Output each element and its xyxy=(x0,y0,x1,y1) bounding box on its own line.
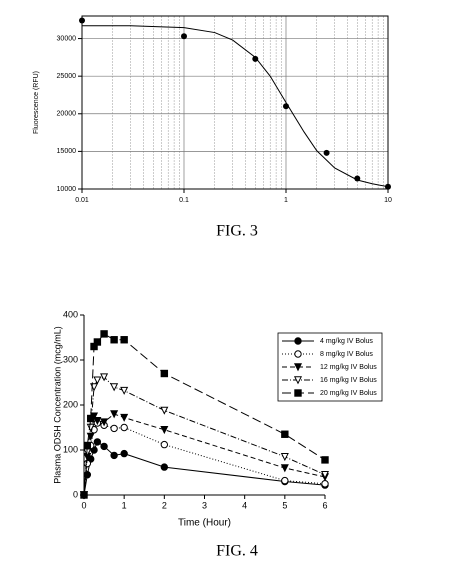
marker xyxy=(83,441,92,450)
marker xyxy=(120,449,128,458)
marker xyxy=(280,453,289,462)
marker xyxy=(110,410,119,419)
series-line xyxy=(83,333,326,496)
x-tick-label: 1 xyxy=(284,197,288,204)
plot-frame xyxy=(81,15,389,190)
x-tick-label: 0 xyxy=(81,500,86,510)
marker xyxy=(294,337,302,345)
marker xyxy=(120,336,128,344)
marker xyxy=(321,480,329,488)
y-tick-label: 15000 xyxy=(57,148,77,155)
marker xyxy=(120,386,129,395)
marker xyxy=(110,451,118,460)
legend-label: 4 mg/kg IV Bolus xyxy=(320,338,373,345)
marker xyxy=(93,376,102,385)
marker xyxy=(87,414,95,423)
legend-label: 8 mg/kg IV Bolus xyxy=(320,351,373,358)
data-point xyxy=(354,175,361,182)
marker xyxy=(120,413,129,422)
marker xyxy=(321,456,329,464)
series-line xyxy=(83,441,326,496)
x-tick-label: 1 xyxy=(122,500,127,510)
data-point xyxy=(181,33,187,40)
marker xyxy=(160,463,169,471)
legend-label: 12 mg/kg IV Bolus xyxy=(320,364,377,371)
marker xyxy=(293,376,303,385)
y-tick-label: 200 xyxy=(63,399,78,409)
x-tick-label: 4 xyxy=(242,500,247,510)
y-tick-label: 0 xyxy=(73,489,78,499)
x-axis-label: Time (Hour) xyxy=(178,518,231,529)
legend-label: 20 mg/kg IV Bolus xyxy=(320,390,377,397)
marker xyxy=(100,373,109,382)
marker xyxy=(280,464,289,473)
data-point xyxy=(252,55,259,62)
marker xyxy=(93,338,102,346)
fit-curve xyxy=(82,25,389,188)
y-tick-label: 30000 xyxy=(57,35,77,42)
x-tick-label: 5 xyxy=(282,500,287,510)
marker xyxy=(93,438,102,446)
legend-label: 16 mg/kg IV Bolus xyxy=(320,377,377,384)
marker xyxy=(110,383,119,392)
y-tick-label: 25000 xyxy=(57,73,77,80)
marker xyxy=(320,471,330,480)
marker xyxy=(110,336,118,344)
y-tick-label: 300 xyxy=(63,354,78,364)
marker xyxy=(160,406,169,415)
data-point xyxy=(323,149,330,156)
data-point xyxy=(385,183,391,190)
x-tick-label: 10 xyxy=(384,197,392,204)
y-tick-label: 100 xyxy=(63,444,78,454)
y-axis-label: Fluorescence (RFU) xyxy=(33,71,40,134)
x-tick-label: 0.1 xyxy=(179,197,189,204)
marker xyxy=(93,417,102,426)
y-tick-label: 20000 xyxy=(57,111,77,118)
figure-caption: FIG. 4 xyxy=(216,543,258,560)
marker xyxy=(80,491,88,499)
marker xyxy=(294,350,302,358)
y-tick-label: 10000 xyxy=(57,186,77,193)
marker xyxy=(110,424,118,433)
marker xyxy=(160,369,169,378)
series-line xyxy=(83,422,326,496)
marker xyxy=(100,442,108,451)
marker xyxy=(281,476,289,485)
data-point xyxy=(283,103,289,110)
data-point xyxy=(79,17,85,24)
marker xyxy=(160,426,169,435)
marker xyxy=(160,440,169,449)
marker xyxy=(293,363,303,372)
x-tick-label: 6 xyxy=(322,500,327,510)
marker xyxy=(100,418,109,427)
x-tick-label: 2 xyxy=(162,500,167,510)
y-axis-label: Plasma ODSH Concentration (mcg/mL) xyxy=(52,326,62,484)
marker xyxy=(281,430,289,438)
x-tick-label: 0.01 xyxy=(75,197,89,204)
marker xyxy=(294,389,302,397)
y-tick-label: 400 xyxy=(63,309,78,319)
marker xyxy=(120,423,128,432)
figure-caption: FIG. 3 xyxy=(216,223,258,240)
x-tick-label: 3 xyxy=(202,500,207,510)
marker xyxy=(100,330,108,338)
